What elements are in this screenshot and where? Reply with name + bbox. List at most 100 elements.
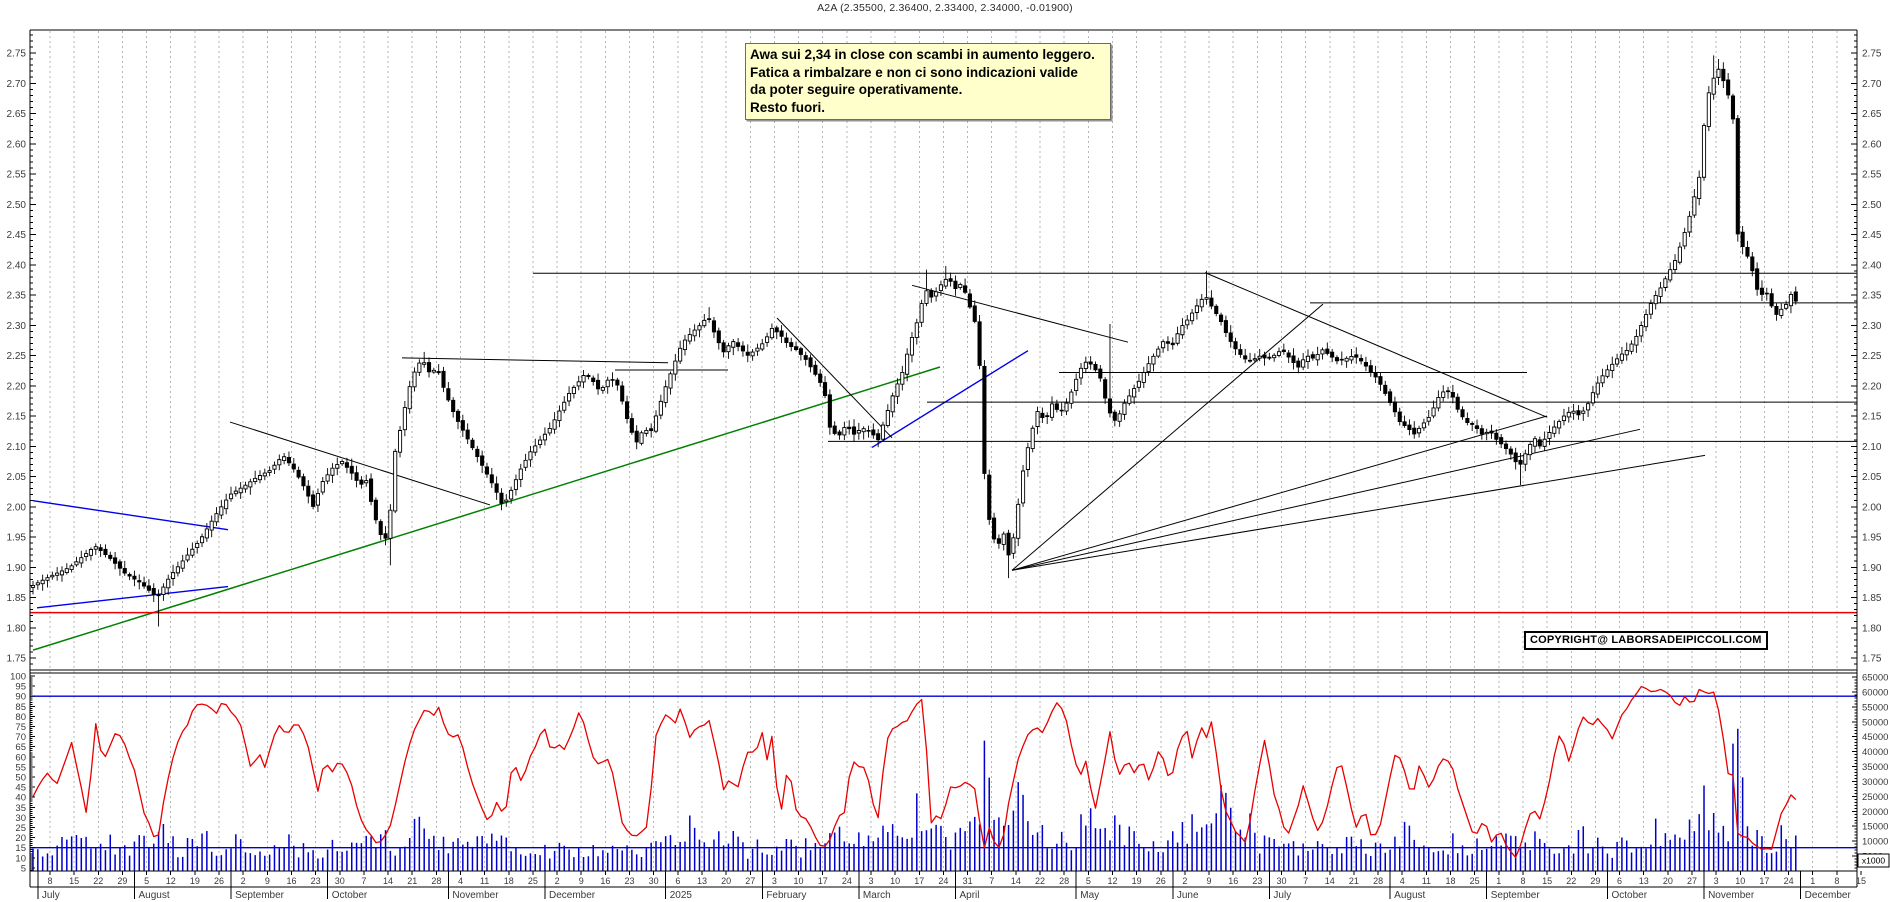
svg-text:16: 16 <box>600 876 610 886</box>
svg-text:24: 24 <box>1784 876 1794 886</box>
svg-text:12: 12 <box>166 876 176 886</box>
svg-text:24: 24 <box>842 876 852 886</box>
svg-text:55: 55 <box>15 762 26 773</box>
svg-text:July: July <box>42 890 60 901</box>
svg-text:15: 15 <box>15 843 26 854</box>
svg-text:2.65: 2.65 <box>1862 109 1882 120</box>
svg-text:15000: 15000 <box>1862 822 1888 833</box>
svg-text:19: 19 <box>1132 876 1142 886</box>
svg-text:7: 7 <box>1303 876 1308 886</box>
svg-text:3: 3 <box>1714 876 1719 886</box>
svg-text:80: 80 <box>15 712 26 723</box>
note-line-3: da poter seguire operativamente. <box>750 82 963 97</box>
svg-text:November: November <box>1708 890 1755 901</box>
svg-text:25000: 25000 <box>1862 792 1888 803</box>
svg-text:45000: 45000 <box>1862 732 1888 743</box>
svg-text:85: 85 <box>15 702 26 713</box>
svg-text:May: May <box>1080 890 1099 901</box>
svg-text:40000: 40000 <box>1862 747 1888 758</box>
svg-text:1.85: 1.85 <box>1862 593 1882 604</box>
svg-text:23: 23 <box>625 876 635 886</box>
svg-text:1.90: 1.90 <box>7 563 27 574</box>
svg-text:December: December <box>1805 890 1852 901</box>
svg-text:November: November <box>452 890 499 901</box>
svg-text:1.95: 1.95 <box>1862 533 1882 544</box>
svg-text:2.50: 2.50 <box>1862 200 1882 211</box>
svg-text:4: 4 <box>458 876 463 886</box>
svg-text:30: 30 <box>649 876 659 886</box>
svg-text:5: 5 <box>21 863 26 874</box>
svg-text:September: September <box>235 890 285 901</box>
svg-text:4: 4 <box>1400 876 1405 886</box>
note-line-1: Awa sui 2,34 in close con scambi in aume… <box>750 47 1095 62</box>
svg-text:21: 21 <box>1349 876 1359 886</box>
svg-text:2.20: 2.20 <box>7 381 27 392</box>
svg-text:30: 30 <box>15 813 26 824</box>
svg-text:18: 18 <box>504 876 514 886</box>
svg-text:26: 26 <box>1156 876 1166 886</box>
svg-text:24: 24 <box>938 876 948 886</box>
svg-text:October: October <box>332 890 368 901</box>
svg-text:2.70: 2.70 <box>7 79 27 90</box>
svg-text:2.05: 2.05 <box>7 472 27 483</box>
svg-text:100: 100 <box>10 672 26 683</box>
svg-text:20: 20 <box>1663 876 1673 886</box>
svg-text:22: 22 <box>93 876 103 886</box>
svg-text:15: 15 <box>1542 876 1552 886</box>
svg-text:1: 1 <box>1496 876 1501 886</box>
svg-text:23: 23 <box>1252 876 1262 886</box>
svg-text:1.75: 1.75 <box>7 654 27 665</box>
svg-text:2.50: 2.50 <box>7 200 27 211</box>
svg-text:14: 14 <box>383 876 393 886</box>
svg-text:2.75: 2.75 <box>1862 49 1882 60</box>
svg-text:11: 11 <box>480 876 489 886</box>
svg-text:50000: 50000 <box>1862 717 1888 728</box>
svg-text:29: 29 <box>117 876 127 886</box>
svg-text:13: 13 <box>1639 876 1649 886</box>
svg-text:2.45: 2.45 <box>7 230 27 241</box>
svg-text:30: 30 <box>335 876 345 886</box>
svg-text:August: August <box>1394 890 1425 901</box>
svg-text:3: 3 <box>772 876 777 886</box>
svg-text:2.00: 2.00 <box>1862 502 1882 513</box>
svg-text:October: October <box>1611 890 1647 901</box>
svg-text:1.80: 1.80 <box>1862 623 1882 634</box>
svg-text:9: 9 <box>1207 876 1212 886</box>
svg-text:14: 14 <box>1325 876 1335 886</box>
svg-text:March: March <box>863 890 891 901</box>
svg-text:2.15: 2.15 <box>1862 412 1882 423</box>
svg-text:2: 2 <box>241 876 246 886</box>
svg-text:28: 28 <box>431 876 441 886</box>
svg-text:27: 27 <box>1687 876 1697 886</box>
svg-text:10000: 10000 <box>1862 837 1888 848</box>
svg-text:2.05: 2.05 <box>1862 472 1882 483</box>
svg-text:6: 6 <box>1617 876 1622 886</box>
svg-text:55000: 55000 <box>1862 702 1888 713</box>
svg-text:2.40: 2.40 <box>1862 260 1882 271</box>
svg-text:65000: 65000 <box>1862 673 1888 684</box>
svg-text:10: 10 <box>890 876 900 886</box>
svg-text:2.60: 2.60 <box>1862 139 1882 150</box>
svg-text:60000: 60000 <box>1862 687 1888 698</box>
svg-text:2.25: 2.25 <box>1862 351 1882 362</box>
svg-text:31: 31 <box>963 876 973 886</box>
svg-text:1.75: 1.75 <box>1862 654 1882 665</box>
svg-text:9: 9 <box>265 876 270 886</box>
svg-text:20000: 20000 <box>1862 807 1888 818</box>
svg-text:25: 25 <box>528 876 538 886</box>
svg-text:50: 50 <box>15 773 26 784</box>
svg-text:2.65: 2.65 <box>7 109 27 120</box>
svg-text:15: 15 <box>69 876 79 886</box>
svg-text:2.70: 2.70 <box>1862 79 1882 90</box>
svg-text:2.10: 2.10 <box>7 442 27 453</box>
chart-title: A2A (2.35500, 2.36400, 2.33400, 2.34000,… <box>817 2 1073 14</box>
svg-text:90: 90 <box>15 692 26 703</box>
analyst-note: Awa sui 2,34 in close con scambi in aume… <box>745 43 1111 120</box>
svg-text:75: 75 <box>15 722 26 733</box>
note-line-2: Fatica a rimbalzare e non ci sono indica… <box>750 64 1078 80</box>
svg-text:16: 16 <box>286 876 296 886</box>
svg-text:30000: 30000 <box>1862 777 1888 788</box>
svg-text:2.40: 2.40 <box>7 260 27 271</box>
svg-text:2: 2 <box>1182 876 1187 886</box>
